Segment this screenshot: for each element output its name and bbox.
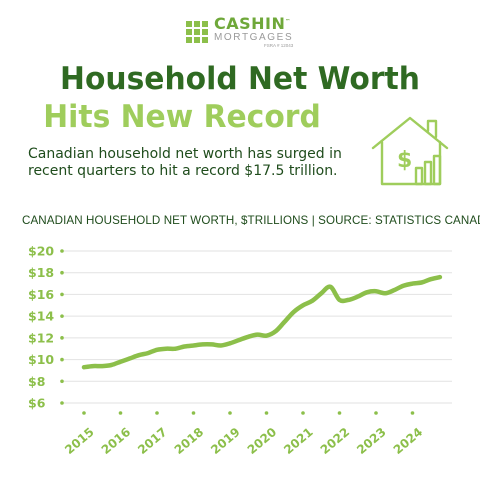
- y-tick-label: $20: [28, 244, 54, 259]
- trademark: ™: [285, 18, 291, 25]
- y-tick-dot: [60, 270, 64, 275]
- brand-sub: MORTGAGES: [214, 32, 294, 43]
- x-tick-label: 2024: [391, 425, 426, 457]
- x-tick-dot: [374, 411, 378, 415]
- y-tick-label: $16: [28, 287, 54, 302]
- series-line-net-worth: [81, 274, 443, 370]
- house-dollar-bar-chart-icon: $: [370, 112, 450, 194]
- y-tick-label: $8: [28, 374, 45, 389]
- y-tick-label: $18: [28, 265, 54, 280]
- x-tick-label: 2015: [62, 425, 97, 457]
- x-tick-dot: [264, 411, 269, 415]
- y-tick-label: $14: [28, 309, 54, 324]
- y-tick-dot: [60, 292, 64, 297]
- chart-title: CANADIAN HOUSEHOLD NET WORTH, $TRILLIONS…: [22, 214, 480, 227]
- logo-grid-icon: [186, 21, 208, 44]
- y-tick-dot: [60, 379, 64, 384]
- y-tick-dot: [60, 401, 64, 405]
- y-tick-dot: [60, 336, 64, 340]
- svg-text:$: $: [397, 148, 412, 173]
- x-tick-label: 2019: [208, 425, 243, 457]
- brand-name: CASHIN: [214, 14, 286, 33]
- brand-logo: CASHIN™ MORTGAGES FSRA # 12043: [186, 16, 293, 49]
- x-tick-label: 2021: [281, 425, 316, 457]
- x-tick-label: 2018: [172, 425, 207, 457]
- x-tick-label: 2023: [354, 425, 389, 457]
- x-tick-dot: [191, 411, 196, 415]
- x-tick-label: 2017: [135, 425, 170, 457]
- headline-line-1: Household Net Worth: [60, 61, 420, 97]
- y-tick-label: $10: [28, 352, 54, 367]
- x-tick-dot: [337, 411, 342, 415]
- license-number: FSRA # 12043: [263, 43, 294, 48]
- y-tick-dot: [60, 357, 64, 362]
- x-tick-label: 2020: [245, 425, 280, 457]
- x-tick-dot: [155, 411, 159, 415]
- x-tick-label: 2016: [99, 425, 134, 457]
- y-tick-label: $6: [28, 396, 46, 411]
- x-tick-dot: [301, 411, 305, 415]
- x-tick-dot: [118, 411, 123, 415]
- y-tick-dot: [60, 314, 64, 318]
- x-tick-label: 2022: [318, 425, 353, 457]
- x-tick-dot: [410, 411, 415, 415]
- description: Canadian household net worth has surged …: [28, 146, 342, 179]
- y-tick-dot: [60, 249, 64, 253]
- x-tick-dot: [82, 411, 86, 415]
- x-tick-dot: [228, 411, 232, 415]
- headline-line-2: Hits New Record: [43, 99, 321, 135]
- y-tick-label: $12: [28, 330, 54, 345]
